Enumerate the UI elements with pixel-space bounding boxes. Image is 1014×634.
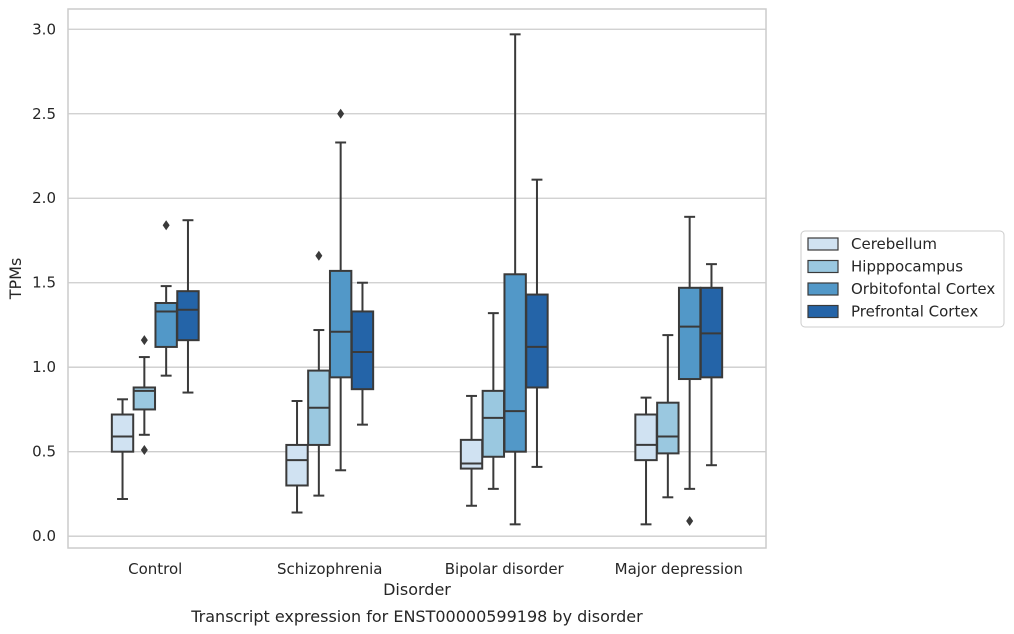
box-0-1 bbox=[285, 400, 309, 514]
legend-frame bbox=[800, 230, 1005, 328]
box-2-2 bbox=[503, 33, 527, 526]
y-tick-label: 1.0 bbox=[32, 358, 56, 376]
y-tick-label: 2.0 bbox=[32, 189, 56, 207]
y-tick-label: 0.5 bbox=[32, 443, 56, 461]
legend-swatch bbox=[807, 304, 839, 319]
box-2-3 bbox=[677, 215, 702, 526]
box-iqr bbox=[503, 273, 527, 453]
box-0-3 bbox=[634, 396, 658, 526]
legend-item-label: Cerebellum bbox=[851, 235, 937, 253]
box-iqr bbox=[110, 413, 135, 453]
box-iqr bbox=[350, 310, 375, 391]
outlier-point bbox=[315, 250, 323, 261]
legend-swatch bbox=[807, 237, 839, 251]
outlier-point bbox=[162, 220, 170, 231]
box-3-0 bbox=[176, 219, 200, 394]
y-tick-label: 3.0 bbox=[32, 20, 56, 38]
box-iqr bbox=[132, 386, 157, 411]
box-2-1 bbox=[328, 108, 353, 472]
x-tick-label: Major depression bbox=[615, 560, 743, 578]
box-1-0 bbox=[132, 335, 157, 455]
box-1-3 bbox=[656, 334, 680, 499]
y-tick-labels: 0.0 0.5 1.0 1.5 2.0 2.5 3.0 bbox=[32, 20, 56, 545]
y-tick-label: 2.5 bbox=[32, 105, 56, 123]
x-tick-label: Schizophrenia bbox=[277, 560, 382, 578]
x-tick-label: Bipolar disorder bbox=[445, 560, 565, 578]
legend-item-label: Hipppocampus bbox=[851, 258, 963, 276]
chart-caption: Transcript expression for ENST0000059919… bbox=[190, 607, 643, 626]
box-1-2 bbox=[481, 312, 506, 490]
x-axis-label: Disorder bbox=[383, 580, 451, 599]
box-iqr bbox=[328, 269, 353, 379]
legend-item-label: Orbitofontal Cortex bbox=[851, 280, 995, 298]
box-iqr bbox=[176, 290, 200, 342]
plot-frame bbox=[67, 8, 767, 549]
y-tick-label: 0.0 bbox=[32, 527, 56, 545]
box-iqr bbox=[154, 302, 178, 348]
outlier-point bbox=[337, 108, 345, 119]
box-1-1 bbox=[307, 250, 331, 497]
box-series bbox=[110, 33, 724, 526]
y-tick-label: 1.5 bbox=[32, 274, 56, 292]
box-iqr bbox=[677, 286, 702, 381]
box-iqr bbox=[656, 401, 680, 455]
grid-lines bbox=[68, 28, 766, 537]
box-iqr bbox=[285, 443, 309, 487]
legend-item-label: Prefrontal Cortex bbox=[851, 303, 978, 321]
box-2-0 bbox=[154, 220, 178, 377]
box-iqr bbox=[634, 413, 658, 462]
legend-swatch bbox=[807, 282, 839, 296]
box-3-3 bbox=[699, 263, 724, 467]
box-0-2 bbox=[459, 394, 484, 507]
box-0-0 bbox=[110, 398, 135, 500]
legend: Cerebellum Hipppocampus Orbitofontal Corte… bbox=[800, 230, 1005, 328]
y-axis-label: TPMs bbox=[6, 258, 25, 301]
x-tick-label: Control bbox=[128, 560, 182, 578]
box-3-1 bbox=[350, 281, 375, 426]
box-iqr bbox=[481, 389, 506, 458]
outlier-point bbox=[686, 515, 694, 526]
box-3-2 bbox=[525, 178, 549, 468]
outlier-point bbox=[140, 445, 148, 455]
outlier-point bbox=[140, 335, 148, 346]
box-iqr bbox=[525, 293, 549, 389]
legend-swatch bbox=[807, 259, 839, 274]
x-tick-labels: Control Schizophrenia Bipolar disorder Majo… bbox=[128, 560, 743, 578]
